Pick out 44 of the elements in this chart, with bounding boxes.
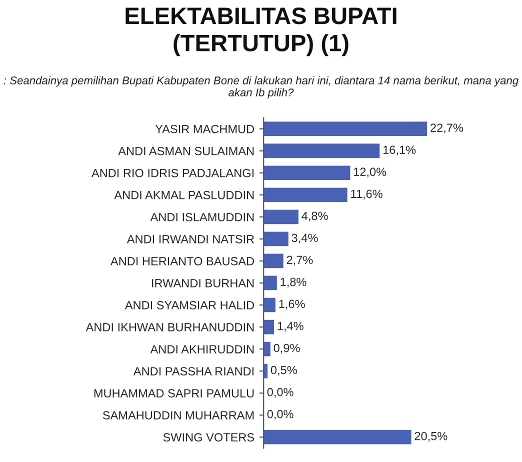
y-tick-label: MUHAMMAD SAPRI PAMULU [94, 389, 254, 398]
bar [264, 298, 276, 312]
chart-title: ELEKTABILITAS BUPATI (TERTUTUP) (1) [126, 8, 396, 56]
data-label: 11,6% [351, 190, 382, 200]
y-tick-label: IRWANDI BURHAN [152, 279, 254, 288]
y-tick-label: ANDI PASSHA RIANDI [133, 367, 254, 376]
y-tick-label: SAMAHUDDIN MUHARRAM [102, 411, 254, 420]
bar [264, 254, 284, 268]
bar [264, 166, 350, 180]
data-label: 4,8% [302, 212, 328, 222]
data-label: 16,1% [383, 146, 416, 156]
data-label: 0,0% [267, 410, 294, 420]
bar [264, 232, 288, 246]
y-tick-label: ANDI IKHWAN BURHANUDDIN [86, 323, 254, 332]
y-tick-label: ANDI AKHIRUDDIN [150, 345, 254, 354]
data-label: 22,7% [430, 124, 464, 134]
bar [264, 430, 412, 444]
bar [264, 144, 380, 158]
data-label: 0,5% [270, 366, 297, 376]
bar [264, 342, 270, 356]
data-label: 20,5% [414, 432, 448, 442]
bar [264, 188, 348, 202]
data-label: 1,8% [280, 278, 306, 288]
y-tick-label: ANDI AKMAL PASLUDDIN [114, 190, 254, 200]
y-tick-label: ANDI ISLAMUDDIN [150, 212, 254, 222]
bar [264, 122, 428, 136]
chart-subtitle: : Seandainya pemilihan Bupati Kabupaten Bone di lakukan hari ini, diantara 14 nama berikut, mana yang akan Ib pilih? [4, 76, 518, 99]
y-tick-label: SWING VOTERS [163, 433, 254, 442]
data-label: 2,7% [286, 256, 313, 266]
y-tick-label: ANDI IRWANDI NATSIR [126, 234, 254, 244]
y-tick-label: ANDI RIO IDRIS PADJALANGI [91, 168, 254, 178]
data-label: 0,0% [267, 388, 294, 398]
data-label: 1,4% [278, 322, 304, 332]
y-tick-label: YASIR MACHMUD [155, 124, 254, 134]
bar [264, 320, 274, 334]
data-label: 12,0% [354, 168, 386, 178]
data-label: 0,9% [274, 344, 300, 354]
bar [264, 210, 298, 224]
y-tick-label: ANDI HERIANTO BAUSAD [110, 256, 254, 266]
bar [264, 276, 277, 290]
data-label: 1,6% [279, 300, 305, 310]
data-label: 3,4% [292, 234, 318, 244]
y-tick-label: ANDI SYAMSIAR HALID [124, 301, 254, 310]
y-tick-label: ANDI ASMAN SULAIMAN [118, 146, 254, 156]
